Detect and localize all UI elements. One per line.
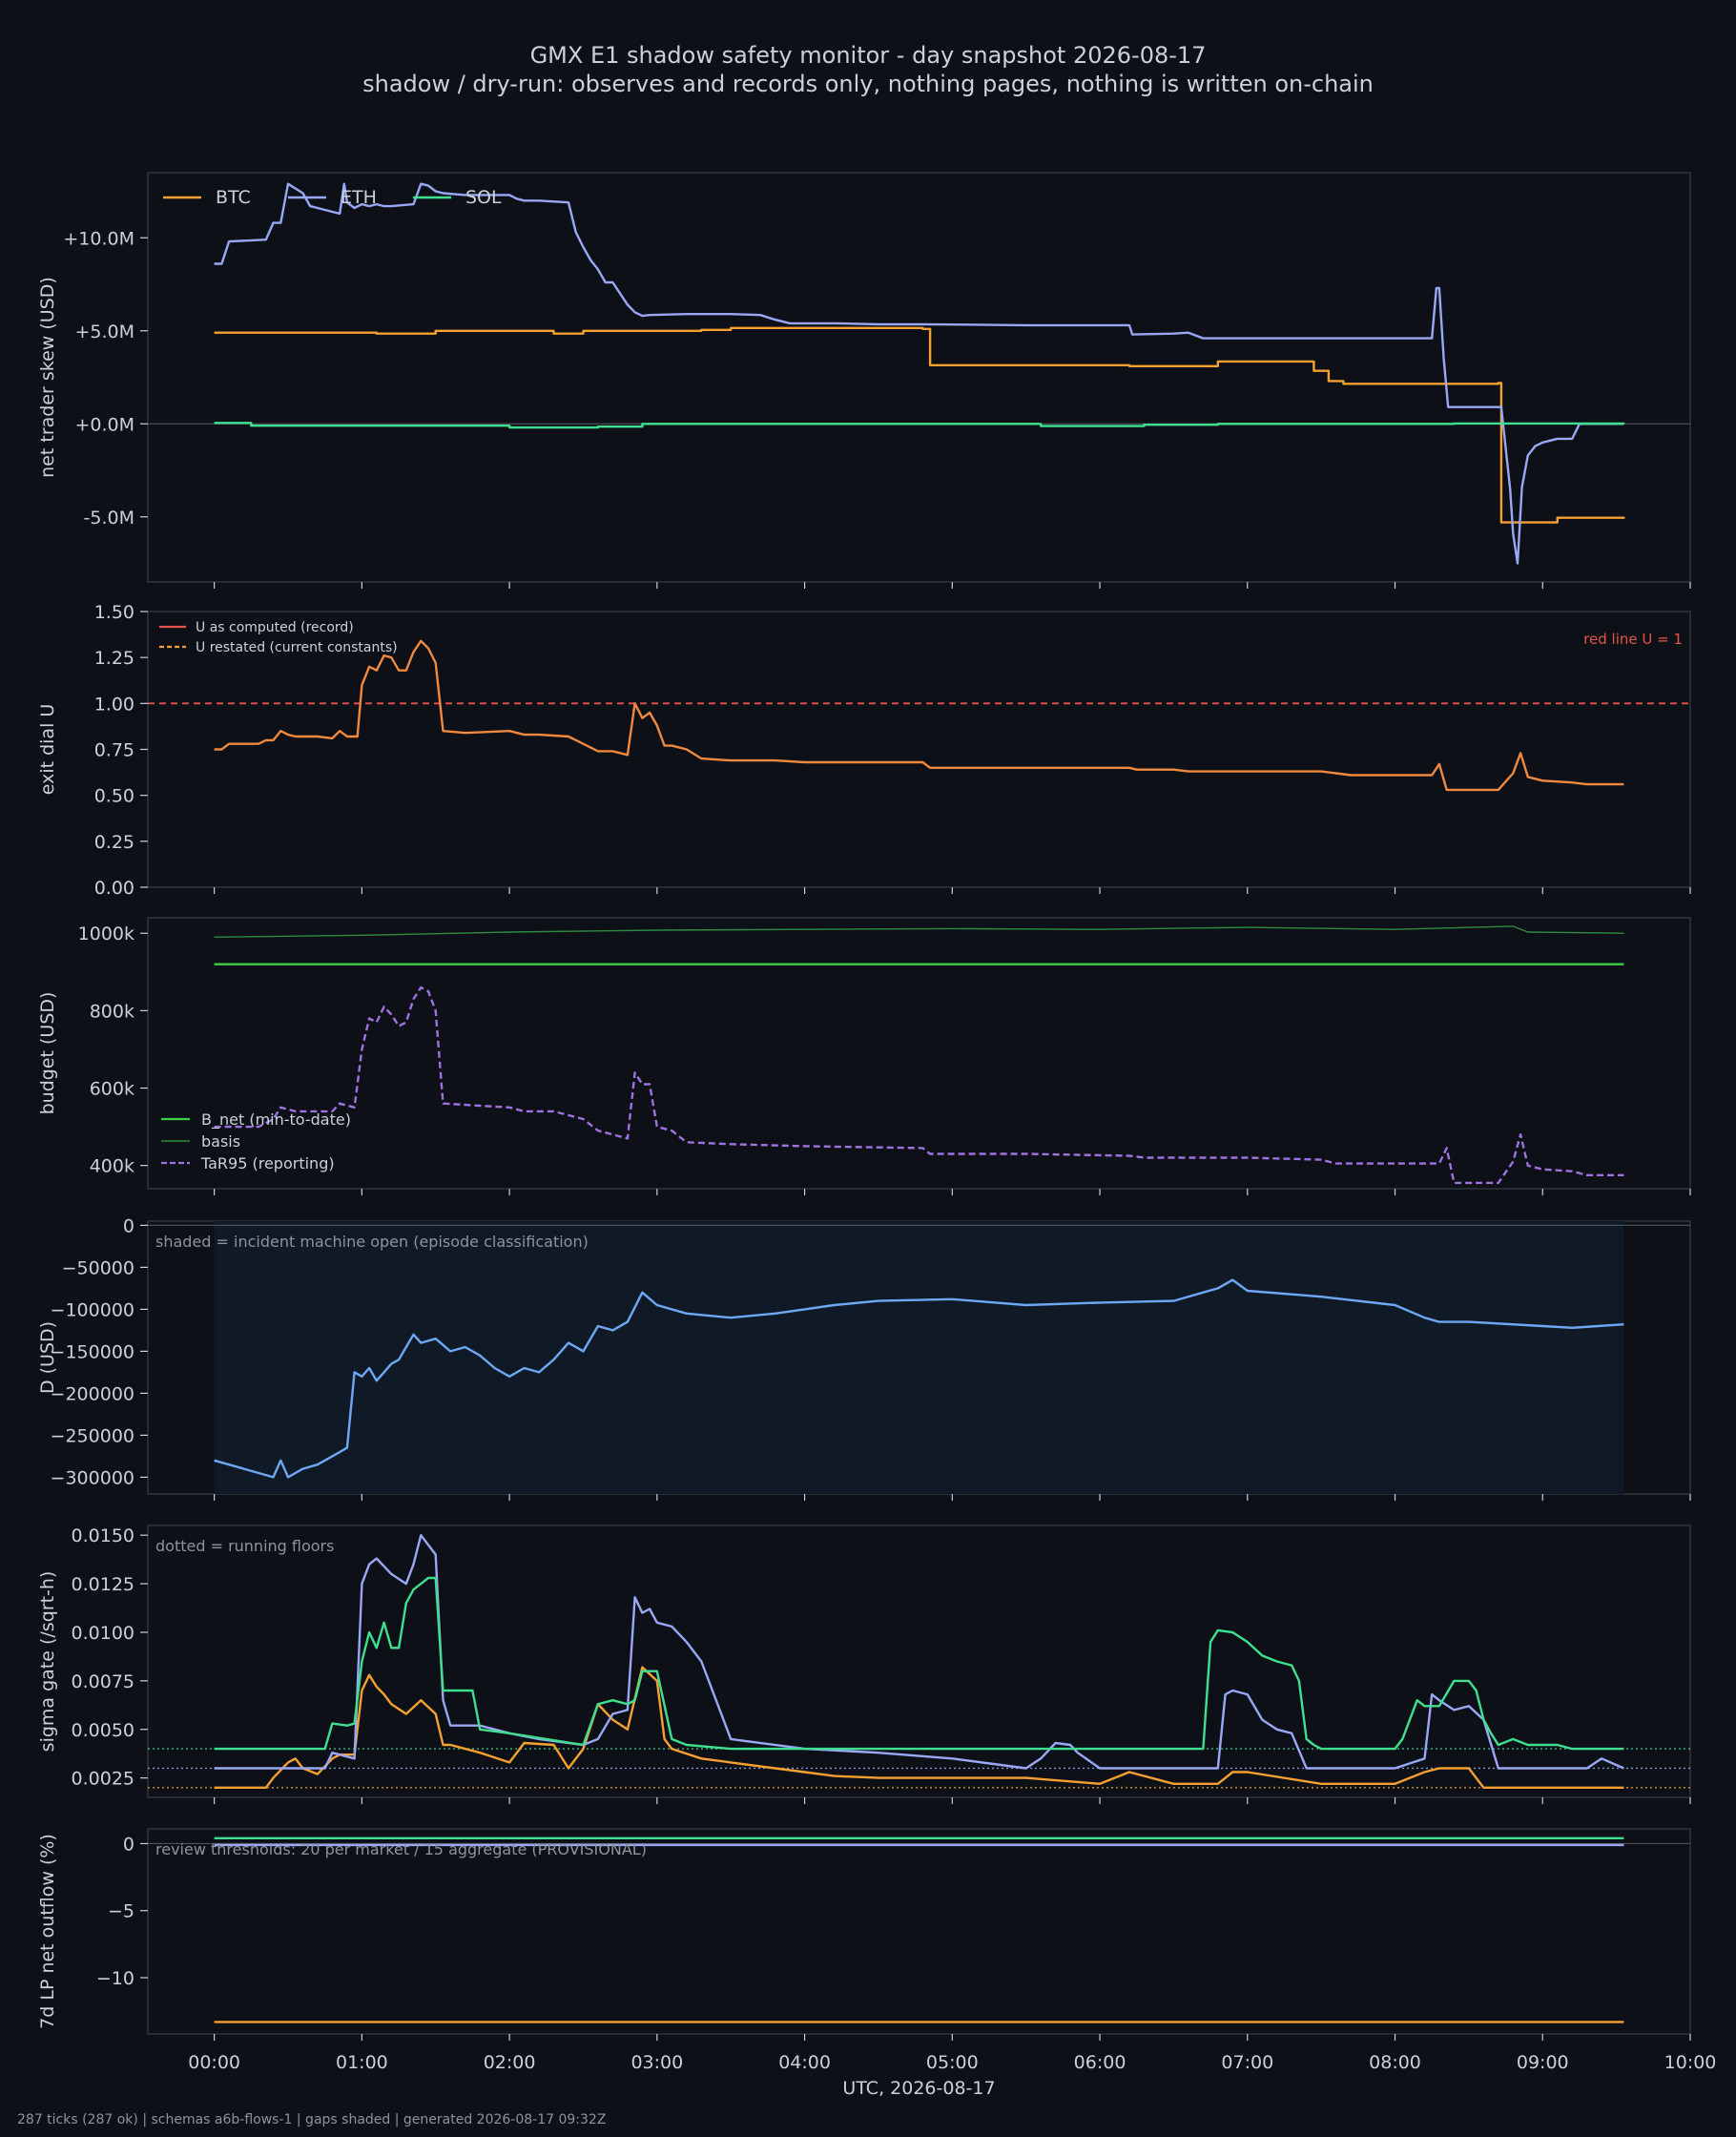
x-tick-label: 05:00 — [926, 2052, 979, 2073]
sigma_gate-ytick-label: 0.0150 — [72, 1525, 134, 1546]
skew-legend-label: BTC — [216, 187, 251, 208]
panel-exit_dial: 0.00 0.25 0.50 0.75 1.00 1.25 1.50 exit dial U r… — [37, 602, 1691, 899]
budget-ytick-label: 1000k — [78, 923, 134, 944]
lp_outflow-ytick-label: −10 — [96, 1968, 134, 1989]
drawdown-series-line0 — [214, 1278, 1624, 1479]
sigma_gate-series-sol — [214, 1576, 1624, 1751]
skew-ytick-label: -5.0M — [84, 508, 134, 529]
budget-ytick-label: 400k — [90, 1156, 134, 1177]
skew-frame — [147, 172, 1691, 583]
x-tick-label: 07:00 — [1221, 2052, 1273, 2073]
drawdown-incident-shade — [214, 1221, 1624, 1494]
skew-legend-label: ETH — [341, 187, 377, 208]
drawdown-ytick-label: 0 — [123, 1215, 134, 1236]
panel-budget: 400k 600k 800k 1000k budget (USD) B_net (min-… — [37, 917, 1691, 1195]
drawdown-ylabel: D (USD) — [37, 1321, 58, 1394]
budget-legend-label: TaR95 (reporting) — [200, 1154, 335, 1172]
skew-legend-label: SOL — [465, 187, 502, 208]
skew-ytick-label: +10.0M — [63, 228, 134, 249]
drawdown-ytick-label: −250000 — [51, 1425, 134, 1446]
exit_dial-frame — [147, 611, 1691, 888]
exit_dial-ytick-label: 0.25 — [94, 832, 134, 853]
budget-ytick-label: 800k — [90, 1001, 134, 1022]
x-tick-label: 09:00 — [1517, 2052, 1569, 2073]
x-tick-label: 06:00 — [1074, 2052, 1126, 2073]
exit_dial-ylabel: exit dial U — [37, 704, 58, 796]
skew-ylabel: net trader skew (USD) — [37, 277, 58, 478]
exit_dial-red-line-label: red line U = 1 — [1583, 631, 1683, 648]
exit_dial-ytick-label: 1.25 — [94, 648, 134, 669]
figure-subtitle: shadow / dry-run: observes and records o… — [362, 71, 1374, 97]
sigma_gate-ytick-label: 0.0075 — [72, 1671, 134, 1692]
skew-series-btc — [214, 326, 1625, 524]
budget-frame — [147, 917, 1691, 1190]
sigma_gate-ytick-label: 0.0125 — [72, 1574, 134, 1595]
chart-panels: +10.0M +5.0M +0.0M -5.0M net trader skew (US… — [37, 172, 1691, 2041]
x-tick-label: 00:00 — [188, 2052, 240, 2073]
sigma_gate-annotation: dotted = running floors — [155, 1537, 334, 1555]
x-axis-label: UTC, 2026-08-17 — [842, 2078, 995, 2099]
figure-title: GMX E1 shadow safety monitor - day snaps… — [530, 42, 1207, 69]
exit_dial-legend-label: U restated (current constants) — [196, 640, 398, 655]
lp_outflow-ytick-label: −5 — [108, 1901, 134, 1922]
drawdown-annotation: shaded = incident machine open (episode … — [155, 1233, 589, 1251]
lp_outflow-frame — [147, 1828, 1691, 2035]
exit_dial-series-line0 — [214, 639, 1624, 792]
sigma_gate-series-eth — [214, 1533, 1624, 1770]
exit_dial-ytick-label: 0.75 — [94, 740, 134, 761]
budget-series-tar95 — [214, 986, 1624, 1185]
budget-legend-label: basis — [201, 1132, 240, 1151]
x-tick-label: 10:00 — [1664, 2052, 1717, 2073]
x-tick-label: 04:00 — [778, 2052, 831, 2073]
x-tick-label: 02:00 — [484, 2052, 536, 2073]
skew-series-eth — [214, 182, 1624, 565]
drawdown-ytick-label: −200000 — [51, 1383, 134, 1404]
exit_dial-ytick-label: 0.00 — [94, 878, 134, 899]
drawdown-ytick-label: −100000 — [51, 1299, 134, 1320]
lp_outflow-annotation: review thresholds: 20 per market / 15 ag… — [155, 1840, 647, 1858]
sigma_gate-frame — [147, 1525, 1691, 1798]
skew-ytick-label: +5.0M — [74, 322, 134, 342]
lp_outflow-ylabel: 7d LP net outflow (%) — [37, 1834, 58, 2029]
budget-ytick-label: 600k — [90, 1079, 134, 1100]
sigma_gate-ytick-label: 0.0100 — [72, 1623, 134, 1644]
drawdown-ytick-label: −50000 — [62, 1257, 134, 1278]
exit_dial-ytick-label: 1.00 — [94, 694, 134, 715]
exit_dial-legend-label: U as computed (record) — [196, 620, 354, 635]
budget-series-basis — [214, 925, 1624, 938]
budget-legend-label: B_net (min-to-date) — [201, 1110, 351, 1130]
lp_outflow-ytick-label: 0 — [123, 1834, 134, 1855]
exit_dial-ytick-label: 0.50 — [94, 786, 134, 807]
sigma_gate-ylabel: sigma gate (/sqrt-h) — [37, 1571, 58, 1753]
x-tick-label: 03:00 — [630, 2052, 683, 2073]
sigma_gate-ytick-label: 0.0025 — [72, 1769, 134, 1790]
budget-ylabel: budget (USD) — [37, 992, 58, 1115]
skew-series-sol — [214, 422, 1625, 429]
sigma_gate-ytick-label: 0.0050 — [72, 1720, 134, 1741]
panel-sigma_gate: 0.0025 0.0050 0.0075 0.0100 0.0125 0.0150 sigm… — [37, 1525, 1691, 1804]
panel-drawdown: 0 −50000 −100000 −150000 −200000 −250000 −3000… — [37, 1215, 1691, 1501]
x-axis: 00:00 01:00 02:00 03:00 04:00 05:00 06:00 07:00… — [188, 2052, 1716, 2099]
panel-skew: +10.0M +5.0M +0.0M -5.0M net trader skew (US… — [37, 172, 1691, 589]
exit_dial-ytick-label: 1.50 — [94, 602, 134, 623]
status-footer: 287 ticks (287 ok) | schemas a6b-flows-1… — [17, 2112, 607, 2127]
drawdown-ytick-label: −300000 — [51, 1467, 134, 1488]
x-tick-label: 01:00 — [336, 2052, 388, 2073]
panel-lp_outflow: 0 −5 −10 7d LP net outflow (%) review thresh… — [37, 1828, 1691, 2041]
skew-ytick-label: +0.0M — [74, 414, 134, 435]
x-tick-label: 08:00 — [1369, 2052, 1421, 2073]
drawdown-ytick-label: −150000 — [51, 1341, 134, 1362]
